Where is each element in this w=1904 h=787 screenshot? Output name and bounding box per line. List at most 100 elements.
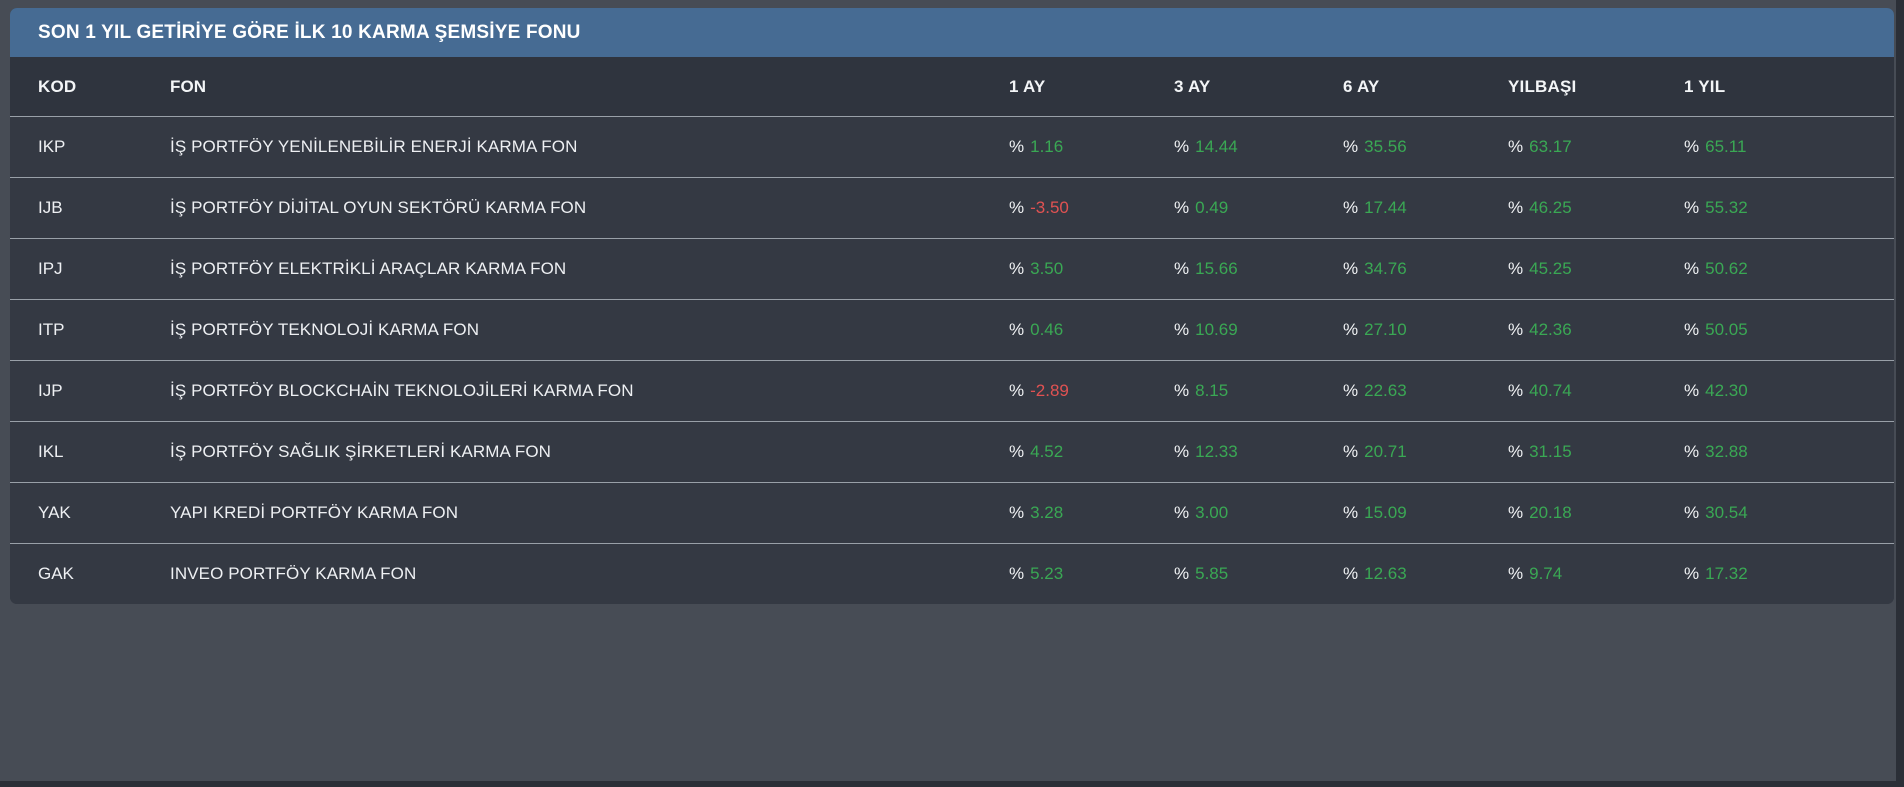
return-value: 34.76 <box>1364 259 1407 278</box>
percent-sign: % <box>1174 259 1190 278</box>
return-value: 12.33 <box>1195 442 1238 461</box>
return-3ay: % 5.85 <box>1174 564 1343 584</box>
return-value: 40.74 <box>1529 381 1572 400</box>
table-row: ITP İŞ PORTFÖY TEKNOLOJİ KARMA FON % 0.46… <box>10 299 1894 360</box>
return-yilbasi: % 20.18 <box>1508 503 1684 523</box>
percent-sign: % <box>1009 320 1025 339</box>
return-3ay: % 14.44 <box>1174 137 1343 157</box>
return-value: 15.66 <box>1195 259 1238 278</box>
percent-sign: % <box>1174 320 1190 339</box>
return-value: 50.05 <box>1705 320 1748 339</box>
return-1yil: % 50.05 <box>1684 320 1894 340</box>
return-6ay: % 35.56 <box>1343 137 1508 157</box>
fund-code: ITP <box>38 320 65 339</box>
return-yilbasi: % 45.25 <box>1508 259 1684 279</box>
column-header-1yil: 1 YIL <box>1684 76 1726 96</box>
percent-sign: % <box>1508 137 1524 156</box>
return-value: 5.23 <box>1030 564 1064 583</box>
column-header-6ay: 6 AY <box>1343 76 1380 96</box>
return-6ay: % 20.71 <box>1343 442 1508 462</box>
return-value: 17.44 <box>1364 198 1407 217</box>
return-1ay: % -3.50 <box>1009 198 1174 218</box>
percent-sign: % <box>1009 381 1025 400</box>
return-value: 31.15 <box>1529 442 1572 461</box>
percent-sign: % <box>1009 564 1025 583</box>
return-value: 3.28 <box>1030 503 1064 522</box>
return-value: 35.56 <box>1364 137 1407 156</box>
fund-name: İŞ PORTFÖY DİJİTAL OYUN SEKTÖRÜ KARMA FO… <box>170 198 587 217</box>
return-1ay: % -2.89 <box>1009 381 1174 401</box>
percent-sign: % <box>1343 198 1359 217</box>
percent-sign: % <box>1009 137 1025 156</box>
return-3ay: % 15.66 <box>1174 259 1343 279</box>
return-value: 46.25 <box>1529 198 1572 217</box>
return-value: 14.44 <box>1195 137 1238 156</box>
return-1ay: % 4.52 <box>1009 442 1174 462</box>
percent-sign: % <box>1343 381 1359 400</box>
return-3ay: % 8.15 <box>1174 381 1343 401</box>
fund-code: IPJ <box>38 259 63 278</box>
return-value: 45.25 <box>1529 259 1572 278</box>
percent-sign: % <box>1343 259 1359 278</box>
return-value: 63.17 <box>1529 137 1572 156</box>
return-6ay: % 22.63 <box>1343 381 1508 401</box>
table-row: IKL İŞ PORTFÖY SAĞLIK ŞİRKETLERİ KARMA F… <box>10 421 1894 482</box>
return-value: 8.15 <box>1195 381 1229 400</box>
return-value: 17.32 <box>1705 564 1748 583</box>
return-value: 42.30 <box>1705 381 1748 400</box>
fund-code: IJP <box>38 381 63 400</box>
percent-sign: % <box>1684 503 1700 522</box>
column-header-3ay: 3 AY <box>1174 76 1211 96</box>
percent-sign: % <box>1684 564 1700 583</box>
table-row: IJB İŞ PORTFÖY DİJİTAL OYUN SEKTÖRÜ KARM… <box>10 177 1894 238</box>
fund-code: IKL <box>38 442 64 461</box>
return-yilbasi: % 63.17 <box>1508 137 1684 157</box>
return-value: 3.50 <box>1030 259 1064 278</box>
fund-code: IKP <box>38 137 66 156</box>
percent-sign: % <box>1174 381 1190 400</box>
return-value: 10.69 <box>1195 320 1238 339</box>
return-yilbasi: % 42.36 <box>1508 320 1684 340</box>
percent-sign: % <box>1174 137 1190 156</box>
return-1ay: % 3.50 <box>1009 259 1174 279</box>
percent-sign: % <box>1343 442 1359 461</box>
return-6ay: % 17.44 <box>1343 198 1508 218</box>
panel-title: SON 1 YIL GETİRİYE GÖRE İLK 10 KARMA ŞEM… <box>38 21 581 43</box>
percent-sign: % <box>1684 259 1700 278</box>
fund-name: İŞ PORTFÖY BLOCKCHAİN TEKNOLOJİLERİ KARM… <box>170 381 634 400</box>
percent-sign: % <box>1343 503 1359 522</box>
fund-returns-panel: SON 1 YIL GETİRİYE GÖRE İLK 10 KARMA ŞEM… <box>10 8 1894 604</box>
fund-name: İŞ PORTFÖY ELEKTRİKLİ ARAÇLAR KARMA FON <box>170 259 567 278</box>
return-yilbasi: % 40.74 <box>1508 381 1684 401</box>
column-header-kod: KOD <box>38 76 77 96</box>
table-row: IKP İŞ PORTFÖY YENİLENEBİLİR ENERJİ KARM… <box>10 116 1894 177</box>
percent-sign: % <box>1684 381 1700 400</box>
percent-sign: % <box>1174 198 1190 217</box>
percent-sign: % <box>1684 198 1700 217</box>
percent-sign: % <box>1174 503 1190 522</box>
return-1yil: % 32.88 <box>1684 442 1894 462</box>
return-value: 27.10 <box>1364 320 1407 339</box>
return-1ay: % 1.16 <box>1009 137 1174 157</box>
percent-sign: % <box>1009 503 1025 522</box>
percent-sign: % <box>1684 137 1700 156</box>
percent-sign: % <box>1174 442 1190 461</box>
return-1yil: % 65.11 <box>1684 137 1894 157</box>
return-6ay: % 27.10 <box>1343 320 1508 340</box>
table-row: GAK INVEO PORTFÖY KARMA FON % 5.23 % 5.85 … <box>10 543 1894 604</box>
return-value: 15.09 <box>1364 503 1407 522</box>
return-1yil: % 50.62 <box>1684 259 1894 279</box>
return-1yil: % 55.32 <box>1684 198 1894 218</box>
percent-sign: % <box>1508 442 1524 461</box>
percent-sign: % <box>1508 564 1524 583</box>
return-6ay: % 15.09 <box>1343 503 1508 523</box>
return-1yil: % 17.32 <box>1684 564 1894 584</box>
return-3ay: % 3.00 <box>1174 503 1343 523</box>
return-value: -2.89 <box>1030 381 1069 400</box>
panel-title-bar: SON 1 YIL GETİRİYE GÖRE İLK 10 KARMA ŞEM… <box>10 8 1894 57</box>
return-3ay: % 12.33 <box>1174 442 1343 462</box>
percent-sign: % <box>1174 564 1190 583</box>
return-value: 22.63 <box>1364 381 1407 400</box>
return-3ay: % 0.49 <box>1174 198 1343 218</box>
percent-sign: % <box>1009 198 1025 217</box>
